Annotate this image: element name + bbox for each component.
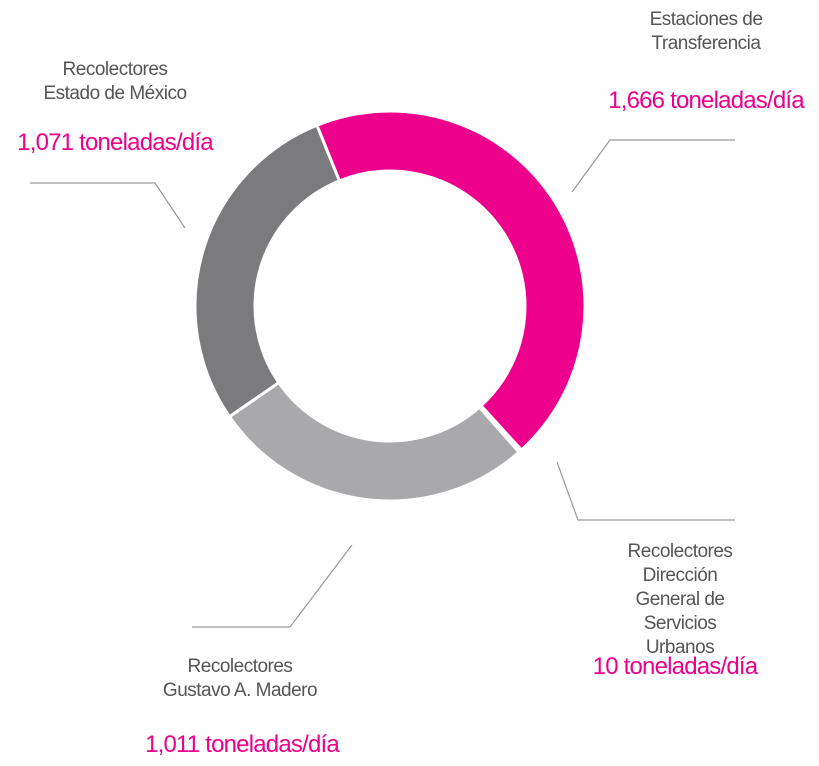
- leader-line: [571, 139, 735, 193]
- value-label: 1,071 toneladas/día: [17, 129, 213, 156]
- value-label: 1,011 toneladas/día: [145, 731, 340, 758]
- leader-line: [30, 182, 186, 229]
- category-label: Recolectores Gustavo A. Madero: [162, 656, 318, 701]
- leader-line: [556, 461, 735, 521]
- category-label: Estaciones de Transferencia: [649, 9, 763, 54]
- donut-slice: [227, 380, 522, 503]
- donut-slice: [314, 109, 587, 453]
- category-label: Recolectores Dirección General de Servic…: [627, 541, 733, 658]
- leader-line: [192, 544, 353, 628]
- value-label: 10 toneladas/día: [592, 653, 758, 680]
- donut-slice: [193, 123, 342, 419]
- category-label: Recolectores Estado de México: [43, 59, 187, 104]
- value-label: 1,666 toneladas/día: [608, 87, 804, 114]
